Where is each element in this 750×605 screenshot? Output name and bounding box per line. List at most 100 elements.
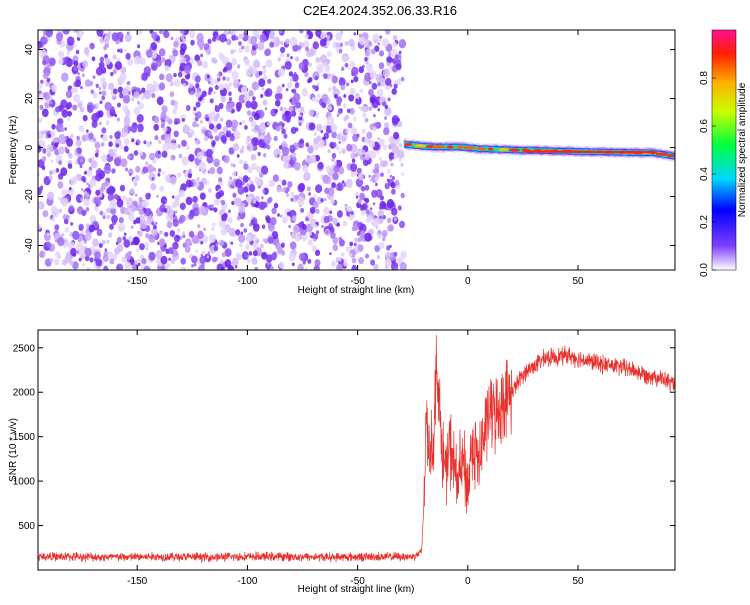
- spectrogram-y-ticks: -40 -20 0 20 40: [24, 44, 675, 253]
- noise-speckle: [285, 192, 290, 198]
- noise-speckle: [289, 98, 293, 103]
- noise-speckle: [103, 164, 112, 175]
- noise-speckle: [263, 153, 267, 158]
- noise-speckle: [151, 52, 157, 59]
- noise-speckle: [370, 48, 376, 55]
- noise-speckle: [384, 182, 390, 190]
- noise-speckle: [170, 258, 175, 265]
- noise-speckle: [90, 104, 95, 110]
- noise-speckle: [377, 137, 381, 141]
- spectrogram-frame: [37, 29, 676, 271]
- noise-speckle: [104, 57, 111, 65]
- noise-speckle: [166, 213, 174, 223]
- snr-series-line: [38, 335, 675, 563]
- noise-speckle: [307, 258, 312, 264]
- noise-speckle: [241, 119, 246, 125]
- spectrogram-x-label: Height of straight line (km): [298, 285, 415, 296]
- noise-speckle: [150, 62, 158, 71]
- noise-speckle: [152, 167, 157, 172]
- noise-speckle: [123, 137, 130, 145]
- noise-speckle: [182, 231, 185, 235]
- colorbar-tick-label: 0.8: [699, 71, 710, 85]
- noise-speckle: [389, 244, 392, 248]
- noise-speckle: [214, 85, 219, 90]
- noise-speckle: [173, 72, 177, 78]
- noise-speckle: [98, 243, 103, 248]
- noise-speckle: [209, 98, 214, 104]
- noise-speckle: [207, 38, 212, 44]
- noise-speckle: [297, 45, 302, 51]
- noise-speckle: [138, 208, 144, 216]
- noise-speckle: [110, 207, 117, 215]
- noise-speckle: [314, 224, 318, 229]
- noise-speckle: [352, 133, 359, 142]
- noise-speckle: [173, 40, 179, 48]
- noise-speckle: [338, 49, 343, 54]
- noise-speckle: [297, 263, 304, 270]
- noise-speckle: [288, 224, 291, 229]
- noise-speckle: [179, 48, 186, 56]
- noise-speckle: [73, 93, 80, 103]
- noise-speckle: [281, 128, 286, 135]
- noise-speckle: [324, 65, 331, 72]
- spectrogram-y-label: Frequency (Hz): [8, 116, 19, 185]
- noise-speckle: [50, 130, 56, 138]
- noise-speckle: [317, 161, 324, 170]
- noise-speckle: [378, 241, 385, 250]
- noise-speckle: [359, 88, 364, 94]
- noise-speckle: [277, 57, 282, 62]
- noise-speckle: [349, 60, 356, 68]
- noise-speckle: [106, 239, 110, 244]
- noise-speckle: [351, 46, 355, 51]
- noise-speckle: [393, 83, 398, 89]
- noise-speckle: [308, 192, 312, 196]
- noise-speckle: [332, 142, 337, 148]
- noise-speckle: [134, 193, 138, 197]
- noise-speckle: [223, 212, 228, 219]
- noise-speckle: [42, 72, 49, 80]
- noise-speckle: [51, 84, 58, 93]
- noise-speckle: [230, 241, 234, 245]
- noise-speckle: [280, 46, 286, 54]
- noise-speckle: [362, 112, 367, 118]
- noise-speckle: [67, 110, 72, 117]
- noise-speckle: [220, 228, 227, 236]
- noise-speckle: [195, 165, 198, 169]
- noise-speckle: [262, 99, 268, 106]
- noise-speckle: [225, 119, 233, 128]
- noise-speckle: [315, 99, 319, 103]
- noise-speckle: [70, 248, 77, 256]
- noise-speckle: [338, 140, 342, 144]
- noise-speckle: [341, 66, 345, 71]
- noise-speckle: [245, 195, 252, 203]
- noise-speckle: [153, 123, 159, 131]
- noise-speckle: [232, 79, 240, 89]
- noise-speckle: [240, 202, 246, 209]
- noise-speckle: [370, 259, 376, 266]
- noise-speckle: [117, 102, 121, 108]
- noise-speckle: [137, 30, 143, 35]
- noise-speckle: [143, 265, 151, 270]
- noise-speckle: [248, 184, 256, 193]
- noise-speckle: [177, 71, 183, 78]
- noise-speckle: [66, 36, 75, 46]
- noise-speckle: [263, 134, 271, 144]
- noise-speckle: [332, 217, 338, 225]
- noise-speckle: [350, 152, 356, 159]
- noise-speckle: [294, 82, 300, 89]
- noise-speckle: [182, 38, 187, 44]
- noise-speckle: [253, 112, 260, 121]
- noise-speckle: [311, 97, 316, 102]
- noise-speckle: [319, 54, 328, 64]
- noise-speckle: [46, 241, 52, 248]
- noise-speckle: [151, 177, 155, 181]
- noise-speckle: [382, 237, 386, 242]
- noise-speckle: [189, 242, 193, 246]
- noise-speckle: [207, 205, 211, 210]
- noise-speckle: [399, 262, 407, 270]
- noise-speckle: [39, 104, 44, 110]
- signal-hotspot: [655, 152, 669, 156]
- noise-speckle: [324, 197, 327, 201]
- noise-speckle: [245, 140, 249, 145]
- noise-speckle: [356, 231, 361, 237]
